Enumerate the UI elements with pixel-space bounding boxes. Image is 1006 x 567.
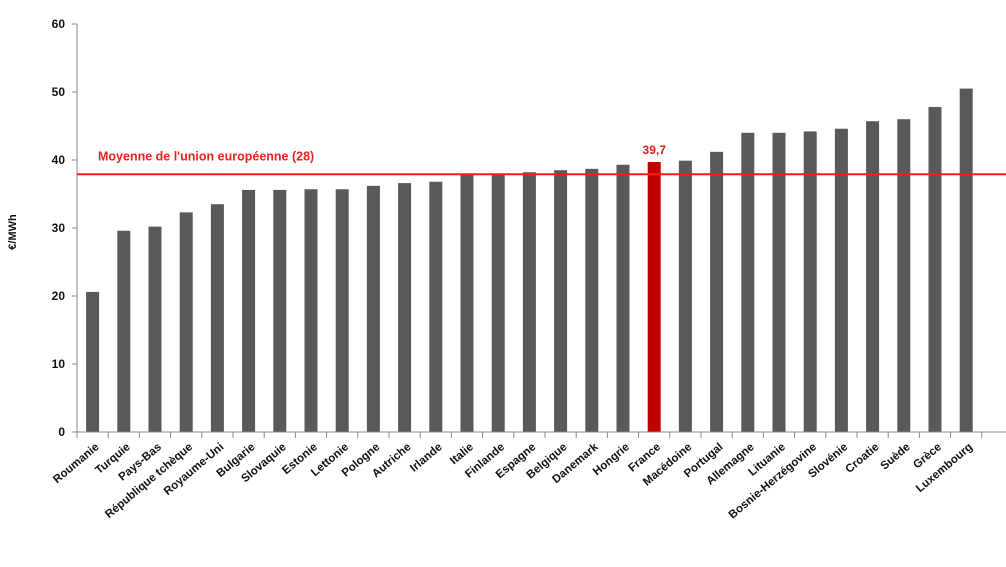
bar-luxembourg: [959, 88, 973, 432]
y-axis: 0 10 20 30 40 50 60: [52, 17, 78, 439]
bar-roumanie: [86, 291, 100, 432]
bars: 39,7: [86, 88, 973, 433]
bar-turquie: [117, 230, 131, 432]
bar-espagne: [522, 172, 536, 433]
y-tick-label: 0: [58, 425, 65, 439]
bar-belgique: [554, 170, 568, 432]
y-tick-label: 20: [52, 289, 66, 303]
bar-danemark: [585, 168, 599, 432]
y-axis-label: €/MWh: [7, 214, 19, 250]
bar-r-publique-tch-que: [179, 212, 193, 432]
bar-slovaquie: [273, 189, 287, 432]
bar-lituanie: [772, 132, 786, 433]
bar-bulgarie: [242, 189, 256, 432]
bar-hongrie: [616, 164, 630, 432]
y-tick-label: 50: [52, 85, 66, 99]
bar-croatie: [866, 121, 880, 433]
bar-pays-bas: [148, 226, 162, 432]
y-tick-label: 30: [52, 221, 66, 235]
y-tick-label: 10: [52, 357, 66, 371]
y-tick-label: 60: [52, 17, 66, 31]
x-tick-label: Roumanie: [51, 441, 101, 486]
x-tick-label: Luxembourg: [914, 441, 975, 495]
reference-line-group: Moyenne de l'union européenne (28): [77, 149, 1006, 176]
bar-estonie: [304, 189, 318, 432]
bar-autriche: [398, 183, 412, 432]
highlight-value-label: 39,7: [643, 143, 667, 157]
bar-bosnie-herz-govine: [803, 131, 817, 432]
bar-pologne: [366, 185, 380, 432]
bar-allemagne: [741, 132, 755, 433]
x-tick-label: Irlande: [408, 441, 445, 474]
reference-line-label: Moyenne de l'union européenne (28): [98, 149, 314, 163]
bar-gr-ce: [928, 106, 942, 433]
y-tick-label: 40: [52, 153, 66, 167]
bar-finlande: [491, 173, 505, 432]
bar-portugal: [710, 151, 724, 432]
bar-lettonie: [335, 189, 349, 432]
bar-su-de: [897, 119, 911, 432]
bar-royaume-uni: [210, 204, 224, 432]
x-tick-label: Croatie: [843, 441, 881, 476]
bar-slov-nie: [834, 128, 848, 432]
bar-italie: [460, 173, 474, 432]
bar-irlande: [429, 181, 443, 432]
x-tick-label: Suède: [879, 441, 913, 472]
bar-mac-doine: [678, 160, 692, 432]
bar-france: [647, 162, 661, 433]
